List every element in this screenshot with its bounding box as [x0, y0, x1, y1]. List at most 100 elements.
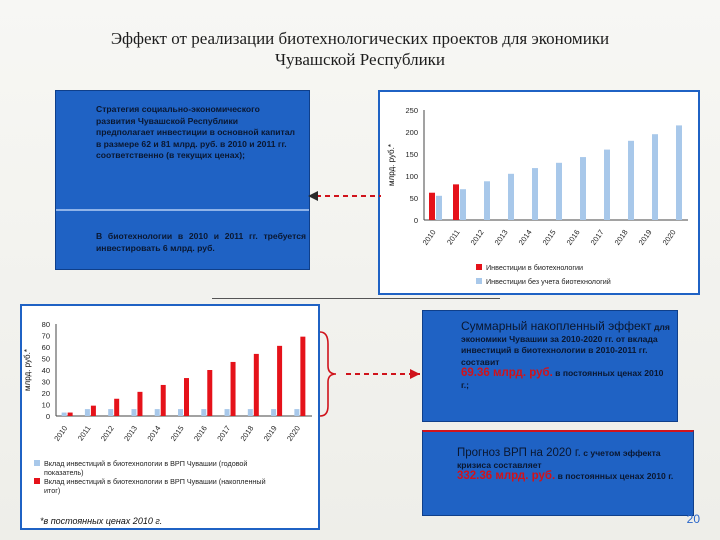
bar-series2 — [114, 398, 120, 416]
y-tick-label: 70 — [42, 332, 50, 341]
legend-entry: Инвестиции без учета биотехнологий — [486, 277, 611, 286]
effect-box: Суммарный накопленный эффект для экономи… — [422, 310, 678, 422]
x-tick-label: 2020 — [285, 424, 302, 443]
bar-series2 — [580, 157, 586, 220]
bar-series1 — [453, 184, 459, 220]
bar-series2 — [508, 173, 514, 220]
effect-text1: для экономики Чувашии за 2010-2020 гг. о… — [461, 322, 670, 367]
y-tick-label: 80 — [42, 320, 50, 329]
bar-series2 — [137, 391, 143, 416]
bar-series1 — [108, 409, 114, 416]
footnote: *в постоянных ценах 2010 г. — [40, 516, 163, 526]
x-tick-label: 2013 — [122, 424, 139, 443]
x-tick-label: 2012 — [469, 228, 486, 247]
y-tick-label: 40 — [42, 366, 50, 375]
strategy-divider — [56, 209, 309, 211]
y-tick-label: 50 — [410, 194, 418, 203]
bar-series2 — [484, 181, 490, 220]
bar-series2 — [230, 361, 236, 416]
x-tick-label: 2019 — [262, 424, 279, 443]
legend-entry: Вклад инвестиций в биотехнологии в ВРП Ч… — [44, 459, 247, 477]
x-tick-label: 2010 — [52, 424, 69, 443]
x-tick-label: 2011 — [76, 424, 93, 442]
strategy-text: Стратегия социально-экономического разви… — [96, 104, 295, 160]
legend-entry: Вклад инвестиций в биотехнологии в ВРП Ч… — [44, 477, 266, 495]
y-tick-label: 0 — [414, 216, 418, 225]
bar-series2 — [300, 336, 306, 416]
bar-series1 — [294, 409, 300, 416]
x-tick-label: 2019 — [637, 228, 654, 247]
bar-series1 — [84, 409, 90, 416]
y-axis-label: млрд. руб.* — [23, 349, 32, 391]
bar-series2 — [207, 370, 213, 416]
bar-series2 — [90, 405, 96, 416]
effect-text2: в постоянных ценах 2010 г.; — [461, 368, 664, 390]
bar-series2 — [184, 378, 189, 416]
bar-series2 — [160, 384, 166, 416]
bar-series2 — [628, 140, 634, 220]
y-axis-label: млрд. руб.* — [387, 144, 396, 186]
x-tick-label: 2011 — [445, 228, 462, 246]
x-tick-label: 2015 — [169, 424, 186, 443]
x-tick-label: 2020 — [661, 228, 678, 247]
slide-title-line2: Чувашской Республики — [274, 50, 446, 69]
vrp-value: 332.36 млрд. руб. — [457, 470, 556, 482]
brace-arrow — [319, 331, 420, 417]
bar-series2 — [460, 189, 466, 220]
y-tick-label: 50 — [42, 355, 50, 364]
bar-series1 — [247, 409, 253, 416]
x-tick-label: 2014 — [145, 424, 162, 443]
bar-series1 — [429, 192, 435, 220]
bar-series2 — [532, 168, 538, 220]
x-tick-label: 2012 — [99, 424, 116, 443]
bar-series2 — [604, 149, 610, 220]
bar-series2 — [652, 134, 658, 220]
x-tick-label: 2014 — [517, 228, 534, 247]
bar-series2 — [67, 412, 73, 416]
slide-title: Эффект от реализации биотехнологических … — [0, 28, 720, 70]
slide-title-line1: Эффект от реализации биотехнологических … — [110, 29, 610, 48]
y-tick-label: 0 — [46, 412, 50, 421]
x-tick-label: 2017 — [589, 228, 606, 247]
vrp-text2: в постоянных ценах 2010 г. — [557, 471, 674, 481]
slide-number: 20 — [686, 512, 700, 526]
legend-swatch — [34, 460, 40, 466]
bar-series2 — [436, 195, 442, 220]
bar-series1 — [154, 409, 160, 416]
y-tick-label: 20 — [42, 389, 50, 398]
x-tick-label: 2016 — [565, 228, 582, 247]
legend-swatch — [34, 478, 40, 484]
x-tick-label: 2015 — [541, 228, 558, 247]
vrp-text1: с учетом эффекта кризиса составляет — [457, 448, 661, 470]
bar-series1 — [178, 409, 183, 416]
y-tick-label: 200 — [405, 128, 418, 137]
bar-series1 — [271, 409, 277, 416]
separator-line — [212, 298, 500, 299]
x-tick-label: 2018 — [239, 424, 256, 443]
investment-chart-panel: млрд. руб.* 250 200 150 100 50 0 2010 2011 2012 20… — [378, 90, 700, 295]
bar-series1 — [201, 409, 207, 416]
x-tick-label: 2013 — [493, 228, 510, 247]
strategy-box: Стратегия социально-экономического разви… — [55, 90, 310, 270]
y-tick-label: 60 — [42, 343, 50, 352]
bar-series1 — [224, 409, 230, 416]
y-tick-label: 150 — [405, 150, 418, 159]
effect-chart-panel: млрд. руб.* 80 70 60 50 40 30 20 10 0 2010 2011 2012… — [20, 304, 320, 530]
x-tick-label: 2016 — [192, 424, 209, 443]
legend-swatch — [476, 278, 482, 284]
legend-entry: Инвестиции в биотехнологии — [486, 263, 583, 272]
dashed-arrow-top — [308, 191, 381, 201]
x-tick-label: 2018 — [613, 228, 630, 247]
y-tick-label: 10 — [42, 401, 50, 410]
bar-series2 — [556, 162, 562, 220]
bar-series2 — [277, 345, 283, 416]
x-tick-label: 2010 — [421, 228, 438, 247]
bar-series2 — [253, 353, 259, 416]
vrp-heading: Прогноз ВРП на 2020 г. — [457, 447, 581, 459]
y-tick-label: 30 — [42, 378, 50, 387]
bar-series2 — [676, 125, 682, 220]
x-tick-label: 2017 — [215, 424, 232, 443]
biotech-text: В биотехнологии в 2010 и 2011 гг. требуе… — [96, 231, 306, 253]
